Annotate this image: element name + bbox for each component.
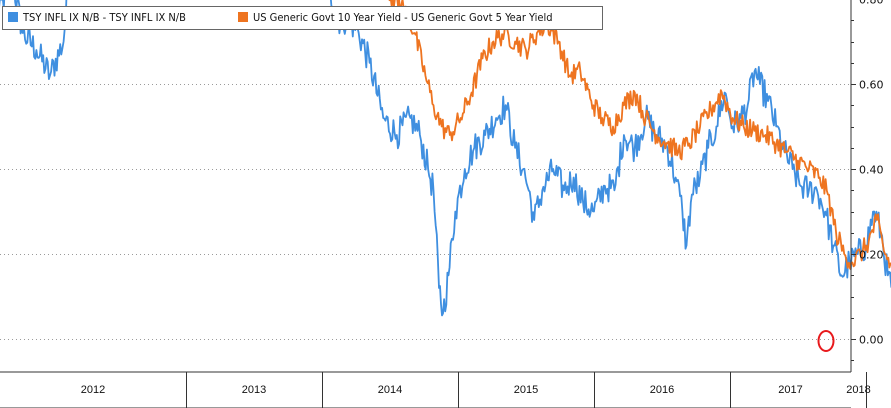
legend-swatch-tsy (8, 12, 18, 22)
x-tick-label-2013: 2013 (242, 384, 266, 396)
y-tick-label-1: 0.20 (859, 249, 884, 262)
y-tick-label-3: 0.60 (859, 79, 884, 92)
series-line-0 (0, 0, 891, 317)
y-axis-ticks: 0.000.200.400.600.801.001.201.40 (851, 0, 884, 361)
y-tick-label-4: 0.80 (859, 0, 884, 7)
x-tick-label-2015: 2015 (514, 384, 538, 396)
x-tick-label-2012: 2012 (81, 384, 105, 396)
y-tick-label-0: 0.00 (859, 334, 884, 347)
x-tick-label-2017: 2017 (778, 384, 802, 396)
x-axis-ticks: 2012 2013 2014 2015 2016 2017 2018 (81, 384, 871, 396)
x-tick-label-2018: 2018 (846, 384, 870, 396)
series-lines (0, 0, 891, 317)
x-tick-label-2016: 2016 (650, 384, 674, 396)
highlight-circle (817, 330, 835, 352)
series-line-1 (388, 0, 891, 270)
year-gridlines (186, 372, 867, 408)
legend-label-govt: US Generic Govt 10 Year Yield - US Gener… (253, 11, 553, 24)
legend: TSY INFL IX N/B - TSY INFL IX N/B US Gen… (2, 6, 603, 30)
legend-box (2, 6, 603, 30)
y-tick-label-2: 0.40 (859, 164, 884, 177)
legend-label-tsy: TSY INFL IX N/B - TSY INFL IX N/B (22, 11, 186, 24)
legend-swatch-govt (238, 12, 248, 22)
x-tick-label-2014: 2014 (378, 384, 402, 396)
